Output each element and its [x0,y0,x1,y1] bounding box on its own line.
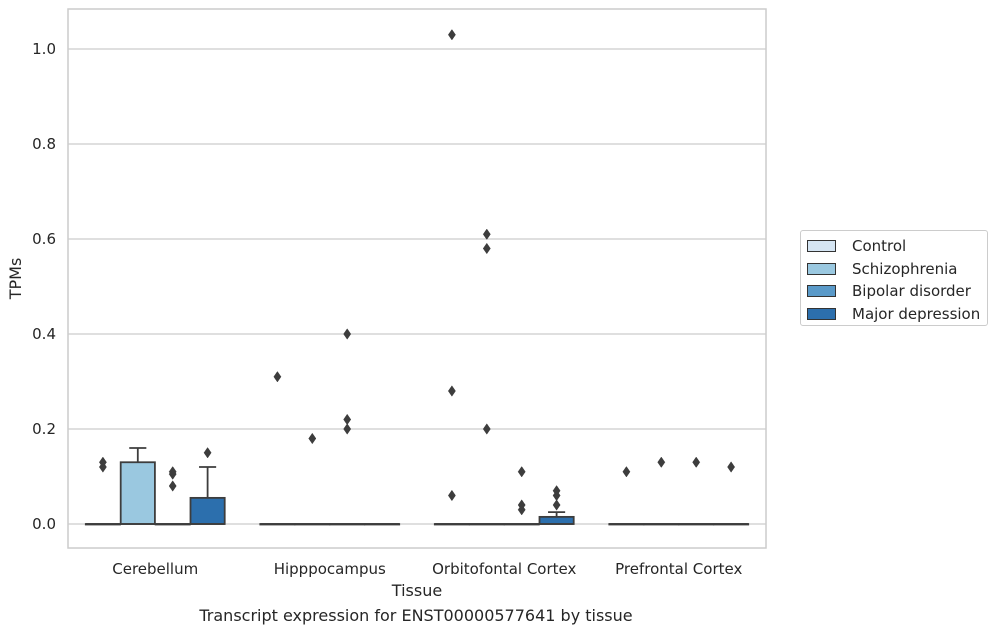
outlier-point [273,371,282,383]
outlier-point [343,423,352,435]
legend-swatch-control [807,240,836,253]
x-tick-label: Prefrontal Cortex [615,560,742,578]
outlier-point [308,432,317,445]
x-tick-label: Cerebellum [112,560,198,578]
outlier-point [447,29,456,41]
outlier-point [343,413,352,426]
outlier-point [447,489,456,502]
figure-caption: Transcript expression for ENST0000057764… [199,606,633,625]
legend-label-schizophrenia: Schizophrenia [852,259,958,278]
legend-item-control: Control [807,235,987,258]
outlier-point [482,242,491,255]
y-tick-label: 0.2 [32,420,56,438]
legend-item-bipolar: Bipolar disorder [807,280,987,303]
y-axis-label: TPMs [6,258,25,301]
outlier-point [482,228,491,240]
y-tick-label: 0.0 [32,515,56,533]
outlier-point [552,485,561,497]
outlier-point [482,423,491,435]
y-tick-label: 0.6 [32,230,56,248]
y-tick-label: 0.8 [32,135,56,153]
legend-swatch-major-depression [807,307,836,320]
outlier-point [168,480,177,492]
x-axis-label: Tissue [391,581,442,600]
x-tick-label: Orbitofontal Cortex [432,560,576,578]
legend: Control Schizophrenia Bipolar disorder M… [800,230,988,326]
outlier-point [447,385,456,397]
outlier-point [622,466,631,478]
legend-item-schizophrenia: Schizophrenia [807,258,987,281]
outlier-point [517,499,526,511]
y-tick-label: 0.4 [32,325,56,343]
outlier-point [552,499,561,511]
legend-label-bipolar: Bipolar disorder [852,282,971,301]
outlier-point [98,456,107,468]
outlier-point [203,447,212,459]
legend-item-major-depression: Major depression [807,303,987,326]
outlier-point [657,456,666,468]
plot-frame [67,8,767,549]
outlier-point [727,461,736,473]
legend-swatch-schizophrenia [807,262,836,275]
outlier-point [168,466,177,478]
box [189,496,226,525]
x-tick-label: Hipppocampus [274,560,386,578]
legend-label-major-depression: Major depression [852,304,981,323]
outlier-point [517,466,526,478]
legend-swatch-bipolar [807,285,836,298]
legend-label-control: Control [852,237,907,256]
outlier-point [343,328,352,340]
box [538,515,575,525]
y-tick-label: 1.0 [32,40,56,58]
outlier-point [692,456,701,468]
box [119,461,156,525]
